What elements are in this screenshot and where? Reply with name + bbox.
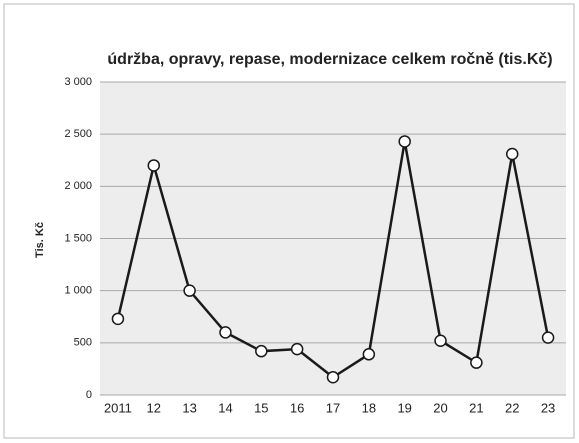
- x-tick-label: 21: [469, 400, 483, 415]
- x-tick-label: 23: [541, 400, 555, 415]
- point: [434, 334, 447, 347]
- chart-title: údržba, opravy, repase, modernizace celk…: [107, 51, 552, 68]
- x-tick-label: 16: [290, 400, 304, 415]
- y-tick-label: 0: [86, 389, 92, 401]
- point: [147, 159, 161, 172]
- y-tick-label: 2 500: [64, 128, 92, 140]
- point: [541, 331, 555, 344]
- y-tick-label: 3 000: [64, 76, 92, 88]
- point: [255, 344, 268, 358]
- y-tick-label: 1 500: [64, 232, 92, 244]
- x-tick-label: 22: [505, 400, 519, 415]
- point: [470, 356, 483, 369]
- x-tick-label: 17: [326, 400, 340, 415]
- x-tick-label: 13: [182, 400, 196, 415]
- y-tick-label: 500: [74, 337, 92, 349]
- point: [219, 326, 232, 339]
- point: [290, 342, 304, 356]
- x-tick-label: 12: [147, 400, 161, 415]
- point: [398, 135, 411, 148]
- x-tick-label: 14: [218, 400, 232, 415]
- point: [111, 312, 125, 326]
- y-tick-label: 2 000: [64, 180, 92, 192]
- x-tick-label: 18: [362, 400, 376, 415]
- y-axis-label: Tis. Kč: [34, 222, 46, 258]
- point: [362, 348, 376, 361]
- x-tick-label: 20: [433, 400, 447, 415]
- x-tick-label: 19: [397, 400, 411, 415]
- x-tick-label: 15: [254, 400, 268, 415]
- point: [505, 147, 519, 161]
- y-tick-label: 1 000: [64, 285, 92, 297]
- point: [183, 284, 196, 297]
- point: [326, 371, 340, 384]
- x-tick-label: 2011: [104, 400, 132, 415]
